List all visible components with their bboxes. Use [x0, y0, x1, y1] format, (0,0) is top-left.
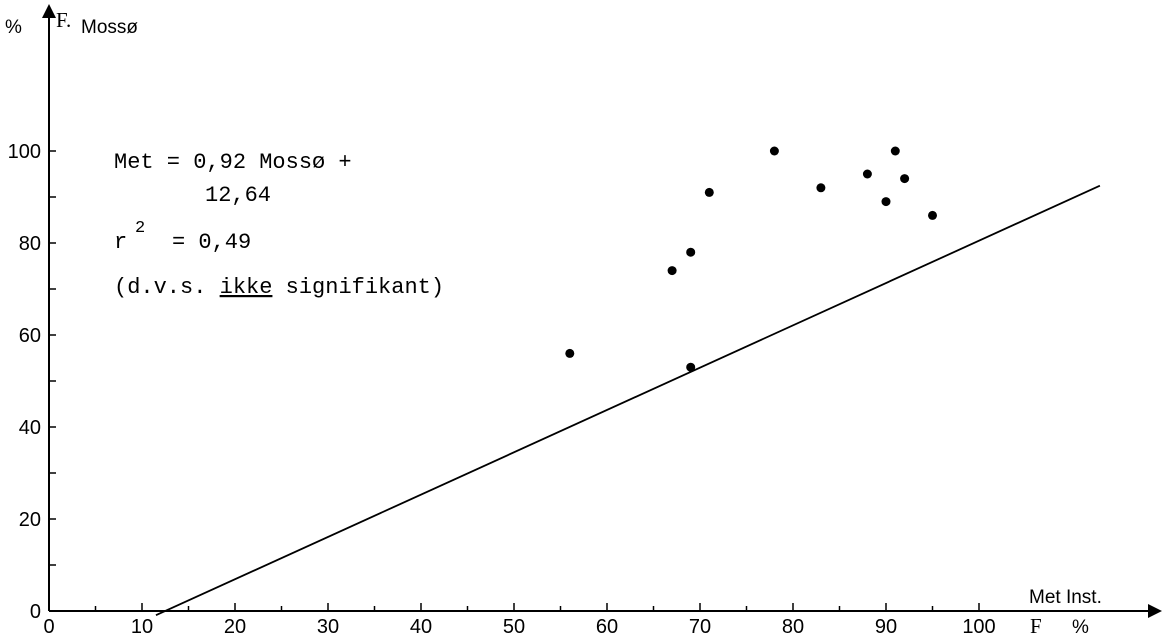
data-point — [881, 197, 891, 207]
equation-line-2: 12,64 — [205, 183, 271, 208]
data-point — [890, 146, 900, 156]
x-axis-unit: % — [1072, 617, 1089, 634]
y-axis-label-sans: Mossø — [81, 17, 138, 38]
y-axis-arrow — [42, 4, 56, 18]
data-point — [900, 174, 910, 184]
x-axis-label-sans: Met Inst. — [1029, 587, 1102, 608]
y-tick-label: 40 — [19, 417, 41, 439]
y-axis-label-serif: F. — [56, 8, 71, 32]
note-underlined: ikke — [220, 275, 273, 300]
note-open: (d.v.s. — [114, 275, 220, 300]
significance-note: (d.v.s. ikke signifikant) — [114, 275, 444, 300]
data-point — [686, 247, 696, 257]
data-point — [704, 187, 714, 197]
data-point — [928, 210, 937, 220]
y-tick-label: 20 — [19, 509, 41, 531]
data-point — [769, 146, 779, 156]
r-squared-label: r — [114, 230, 127, 255]
axes — [42, 4, 1162, 618]
x-tick-label: 80 — [782, 616, 804, 634]
x-tick-label: 50 — [503, 616, 525, 634]
regression — [155, 184, 1101, 617]
data-point — [667, 266, 677, 276]
data-point — [862, 169, 872, 179]
r-squared-superscript: 2 — [135, 219, 145, 238]
y-tick-label: 80 — [19, 233, 41, 255]
x-tick-label: 100 — [962, 616, 995, 634]
x-tick-label: 90 — [875, 616, 897, 634]
y-tick-label: 100 — [8, 141, 41, 163]
y-axis-unit: % — [5, 17, 22, 38]
equation-line-1: Met = 0,92 Mossø + — [114, 150, 352, 175]
x-tick-label: 60 — [596, 616, 618, 634]
x-tick-label: 10 — [131, 616, 153, 634]
x-axis-label-serif: F — [1030, 614, 1042, 634]
x-tick-label: 20 — [224, 616, 246, 634]
x-tick-label: 30 — [317, 616, 339, 634]
x-ticks: 0 10 20 30 40 50 60 70 80 90 100 — [43, 603, 996, 634]
note-close: signifikant) — [272, 275, 444, 300]
x-axis-arrow — [1148, 604, 1162, 618]
x-tick-label: 0 — [43, 616, 54, 634]
data-point — [565, 348, 575, 358]
data-point — [816, 183, 826, 193]
x-tick-label: 40 — [410, 616, 432, 634]
y-tick-label: 60 — [19, 325, 41, 347]
r-squared-value: = 0,49 — [172, 230, 251, 255]
y-tick-label: 0 — [30, 601, 41, 623]
data-point — [686, 362, 696, 372]
y-ticks: 0 20 40 60 80 100 — [8, 141, 56, 623]
x-tick-label: 70 — [689, 616, 711, 634]
regression-line — [155, 184, 1101, 617]
data-points — [565, 146, 937, 372]
